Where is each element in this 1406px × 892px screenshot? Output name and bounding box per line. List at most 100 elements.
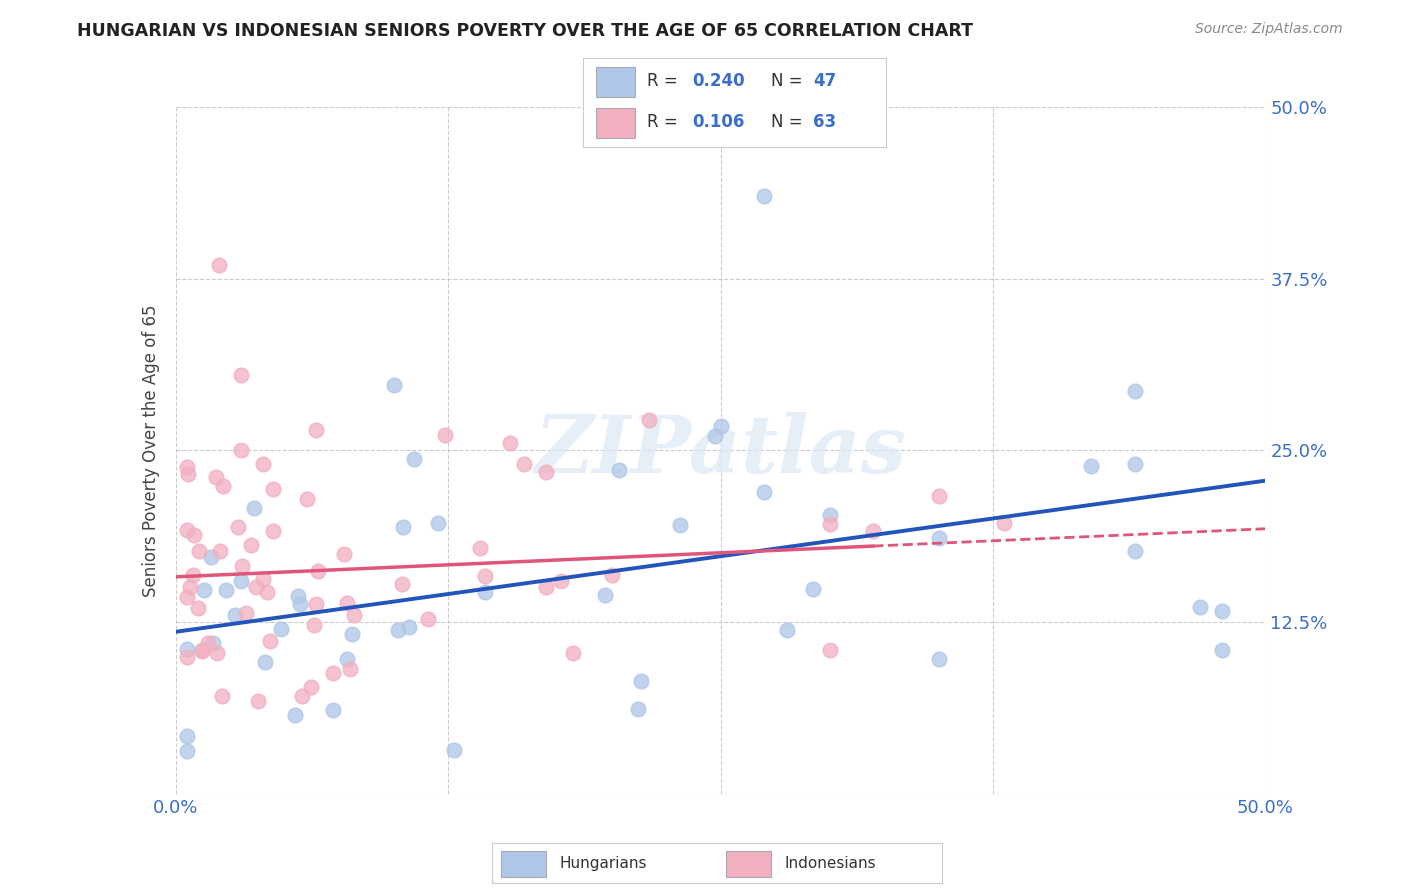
Point	[209, 544, 232, 558]
Point	[187, 544, 209, 558]
Point	[205, 646, 228, 660]
Text: N =: N =	[770, 72, 808, 90]
Point	[607, 463, 630, 477]
Point	[630, 673, 652, 688]
Text: N =: N =	[770, 113, 808, 131]
Point	[186, 601, 208, 615]
Point	[208, 258, 231, 272]
Point	[928, 532, 950, 546]
Point	[637, 413, 659, 427]
Point	[1123, 384, 1146, 399]
Point	[299, 680, 322, 694]
Point	[176, 649, 198, 664]
Text: Indonesians: Indonesians	[785, 855, 876, 871]
Point	[176, 591, 198, 605]
Point	[197, 636, 219, 650]
Point	[224, 608, 246, 623]
Point	[259, 634, 281, 648]
Point	[252, 572, 274, 586]
Point	[993, 516, 1015, 530]
Point	[307, 564, 329, 578]
Point	[229, 574, 252, 589]
Point	[235, 606, 257, 620]
Point	[240, 538, 263, 552]
Point	[181, 568, 204, 582]
Point	[256, 584, 278, 599]
Point	[474, 569, 496, 583]
Point	[340, 627, 363, 641]
Point	[818, 517, 841, 532]
Point	[801, 582, 824, 596]
Y-axis label: Seniors Poverty Over the Age of 65: Seniors Poverty Over the Age of 65	[142, 304, 160, 597]
Point	[668, 518, 690, 533]
Point	[382, 377, 405, 392]
Text: ZIPatlas: ZIPatlas	[534, 412, 907, 489]
Point	[322, 665, 344, 680]
Point	[305, 598, 328, 612]
Point	[291, 689, 314, 703]
Point	[191, 644, 214, 658]
FancyBboxPatch shape	[725, 851, 770, 877]
Text: R =: R =	[647, 72, 683, 90]
Point	[776, 623, 799, 637]
Point	[305, 423, 328, 437]
Point	[231, 443, 253, 458]
Point	[214, 583, 236, 598]
Point	[387, 623, 409, 637]
Point	[336, 652, 359, 666]
Text: Source: ZipAtlas.com: Source: ZipAtlas.com	[1195, 22, 1343, 37]
Point	[262, 482, 284, 496]
Point	[287, 589, 309, 603]
Point	[228, 519, 250, 533]
Point	[468, 541, 491, 556]
Point	[862, 524, 884, 538]
Text: R =: R =	[647, 113, 683, 131]
Point	[193, 582, 215, 597]
Text: 0.106: 0.106	[692, 113, 745, 131]
Point	[231, 558, 253, 573]
Point	[928, 652, 950, 666]
Point	[183, 528, 205, 542]
Text: Hungarians: Hungarians	[560, 855, 647, 871]
Point	[343, 607, 366, 622]
Point	[339, 662, 361, 676]
Point	[270, 622, 292, 636]
Point	[176, 729, 198, 743]
Point	[252, 457, 274, 471]
Point	[534, 580, 557, 594]
Point	[818, 642, 841, 657]
Point	[1211, 603, 1233, 617]
Point	[627, 702, 650, 716]
Point	[1123, 457, 1146, 471]
Point	[499, 436, 522, 450]
Point	[205, 470, 228, 484]
FancyBboxPatch shape	[596, 108, 636, 138]
Point	[818, 508, 841, 522]
Text: 63: 63	[813, 113, 837, 131]
Point	[179, 581, 201, 595]
Point	[177, 467, 200, 481]
Point	[534, 465, 557, 479]
Point	[322, 703, 344, 717]
Point	[513, 457, 536, 471]
Point	[302, 618, 325, 632]
Point	[928, 489, 950, 503]
Point	[176, 641, 198, 656]
Point	[754, 485, 776, 500]
Point	[262, 524, 284, 538]
Point	[710, 418, 733, 433]
FancyBboxPatch shape	[501, 851, 546, 877]
Point	[243, 500, 266, 515]
Point	[333, 547, 356, 561]
Point	[200, 549, 222, 564]
Text: 0.240: 0.240	[692, 72, 745, 90]
Point	[1080, 458, 1102, 473]
Point	[336, 596, 359, 610]
Point	[593, 588, 616, 602]
Point	[398, 620, 420, 634]
Point	[288, 597, 311, 611]
Text: HUNGARIAN VS INDONESIAN SENIORS POVERTY OVER THE AGE OF 65 CORRELATION CHART: HUNGARIAN VS INDONESIAN SENIORS POVERTY …	[77, 22, 973, 40]
Point	[443, 743, 465, 757]
Point	[176, 744, 198, 758]
FancyBboxPatch shape	[596, 67, 636, 97]
